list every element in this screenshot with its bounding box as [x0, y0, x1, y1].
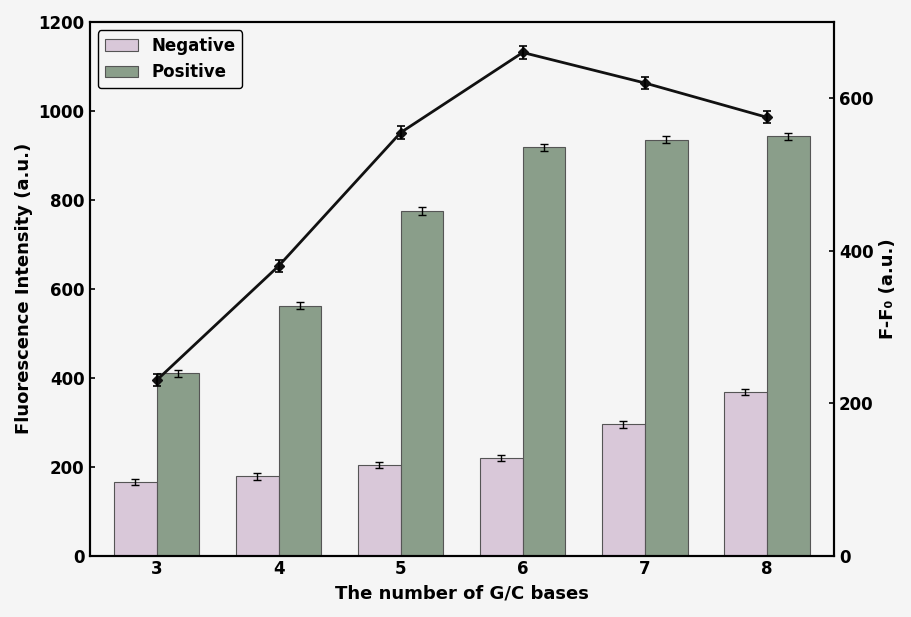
Bar — [479, 458, 522, 555]
Bar — [522, 147, 565, 555]
Bar — [279, 305, 321, 555]
Bar — [157, 373, 200, 555]
Bar — [236, 476, 279, 555]
Bar — [400, 211, 443, 555]
Bar — [644, 140, 687, 555]
Y-axis label: F-F₀ (a.u.): F-F₀ (a.u.) — [878, 239, 896, 339]
Bar — [114, 482, 157, 555]
Bar — [723, 392, 766, 555]
Y-axis label: Fluorescence Intensity (a.u.): Fluorescence Intensity (a.u.) — [15, 143, 33, 434]
Bar — [601, 424, 644, 555]
X-axis label: The number of G/C bases: The number of G/C bases — [334, 584, 588, 602]
Bar — [766, 136, 809, 555]
Bar — [358, 465, 400, 555]
Legend: Negative, Positive: Negative, Positive — [97, 30, 241, 88]
